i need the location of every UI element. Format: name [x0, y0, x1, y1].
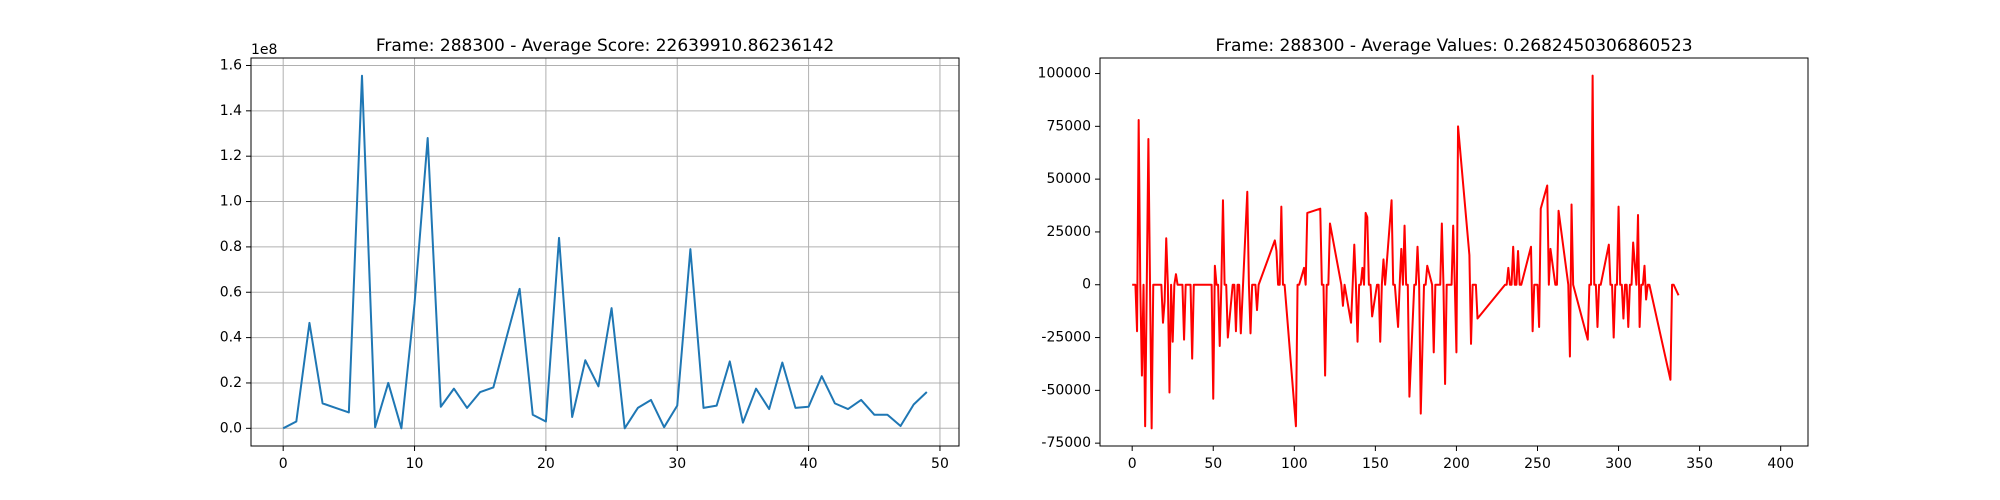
y-tick-label: 0.6 [220, 284, 242, 300]
y-tick-label: -25000 [1041, 330, 1091, 346]
x-tick-label: 300 [1605, 456, 1632, 472]
y-tick-label: 100000 [1038, 66, 1091, 82]
x-tick-label: 50 [1204, 456, 1222, 472]
y-tick-label: 0.0 [220, 420, 242, 436]
x-tick-label: 0 [1128, 456, 1137, 472]
x-tick-label: 400 [1767, 456, 1794, 472]
y-tick-label: 50000 [1046, 171, 1091, 187]
x-tick-label: 30 [668, 456, 686, 472]
y-tick-label: 1.4 [220, 103, 242, 119]
chart-title: Frame: 288300 - Average Values: 0.268245… [1215, 36, 1692, 56]
x-tick-label: 350 [1686, 456, 1713, 472]
x-tick-label: 100 [1281, 456, 1308, 472]
x-tick-label: 200 [1443, 456, 1470, 472]
x-tick-label: 150 [1362, 456, 1389, 472]
data-line [282, 74, 928, 430]
y-tick-label: 0.2 [220, 375, 242, 391]
x-tick-label: 10 [406, 456, 424, 472]
y-tick-label: 0 [1082, 277, 1091, 293]
y-tick-label: 1.0 [220, 194, 242, 210]
y-tick-label: 25000 [1046, 224, 1091, 240]
y-tick-label: 75000 [1046, 118, 1091, 134]
y-tick-label: 1.6 [220, 57, 242, 73]
x-tick-label: 50 [931, 456, 949, 472]
y-tick-label: 0.8 [220, 239, 242, 255]
x-tick-label: 0 [279, 456, 288, 472]
y-tick-label: -50000 [1041, 382, 1091, 398]
y-tick-label: 1.2 [220, 148, 242, 164]
axes-frame [250, 57, 960, 447]
y-offset-label: 1e8 [251, 42, 277, 58]
x-tick-label: 40 [800, 456, 818, 472]
chart-title: Frame: 288300 - Average Score: 22639910.… [376, 36, 834, 56]
axes-frame [1099, 57, 1809, 447]
data-line [1132, 74, 1680, 430]
y-tick-label: -75000 [1041, 435, 1091, 451]
x-tick-label: 20 [537, 456, 555, 472]
y-tick-label: 0.4 [220, 330, 242, 346]
x-tick-label: 250 [1524, 456, 1551, 472]
